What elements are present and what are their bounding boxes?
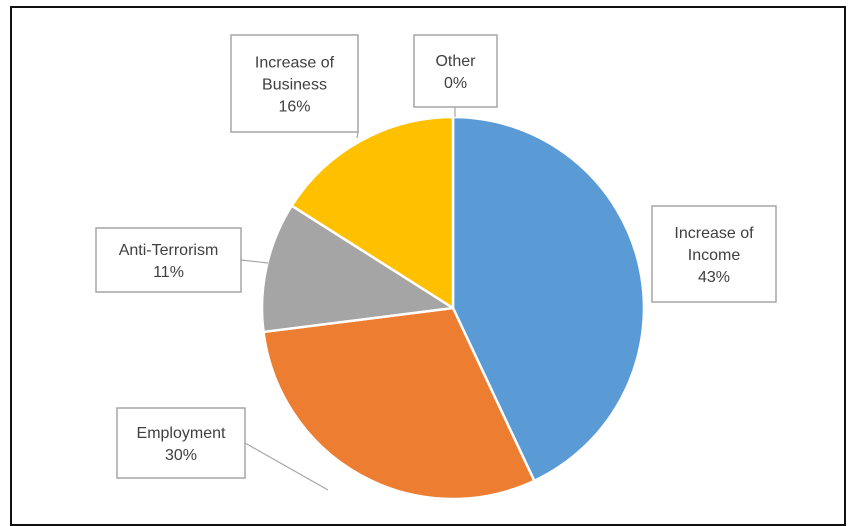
callout-other: Other 0% (413, 34, 498, 108)
data-label: Employment (137, 425, 226, 442)
leader-line-increase-of-business (356, 131, 359, 139)
callout-box (95, 227, 242, 293)
data-label: 0% (444, 75, 467, 92)
data-label: 30% (165, 447, 197, 464)
data-label: Business (262, 77, 327, 94)
leader-line-anti-terrorism (240, 259, 269, 264)
slice-increase-of-income (451, 115, 646, 483)
pie-slices (260, 115, 646, 501)
leader-line-employment (244, 442, 329, 491)
callout-employment: Employment 30% (116, 407, 246, 479)
callout-increase-of-business: Increase of Business 16% (230, 34, 359, 133)
data-label: Increase of (674, 225, 754, 242)
data-callouts: Increase of Income 43% Employment 30% Anti-Te… (95, 34, 777, 479)
callout-box (116, 407, 246, 479)
callout-box (413, 34, 498, 108)
data-label: 16% (278, 99, 310, 116)
slice-anti-terrorism (260, 204, 455, 334)
callout-anti-terrorism: Anti-Terrorism 11% (95, 227, 242, 293)
slice-increase-of-business (290, 115, 455, 310)
slice-employment (262, 306, 536, 501)
data-label: 43% (698, 269, 730, 286)
callout-box (230, 34, 359, 133)
callout-leaders (240, 107, 456, 491)
data-label: 11% (153, 264, 184, 281)
data-label: Increase of (255, 55, 335, 72)
data-label: Income (688, 247, 741, 264)
data-label: Anti-Terrorism (119, 242, 219, 259)
callout-box (651, 205, 777, 303)
callout-increase-of-income: Increase of Income 43% (651, 205, 777, 303)
pie-chart: Increase of Income 43% Employment 30% Anti-Te… (95, 34, 777, 501)
data-label: Other (435, 53, 476, 70)
